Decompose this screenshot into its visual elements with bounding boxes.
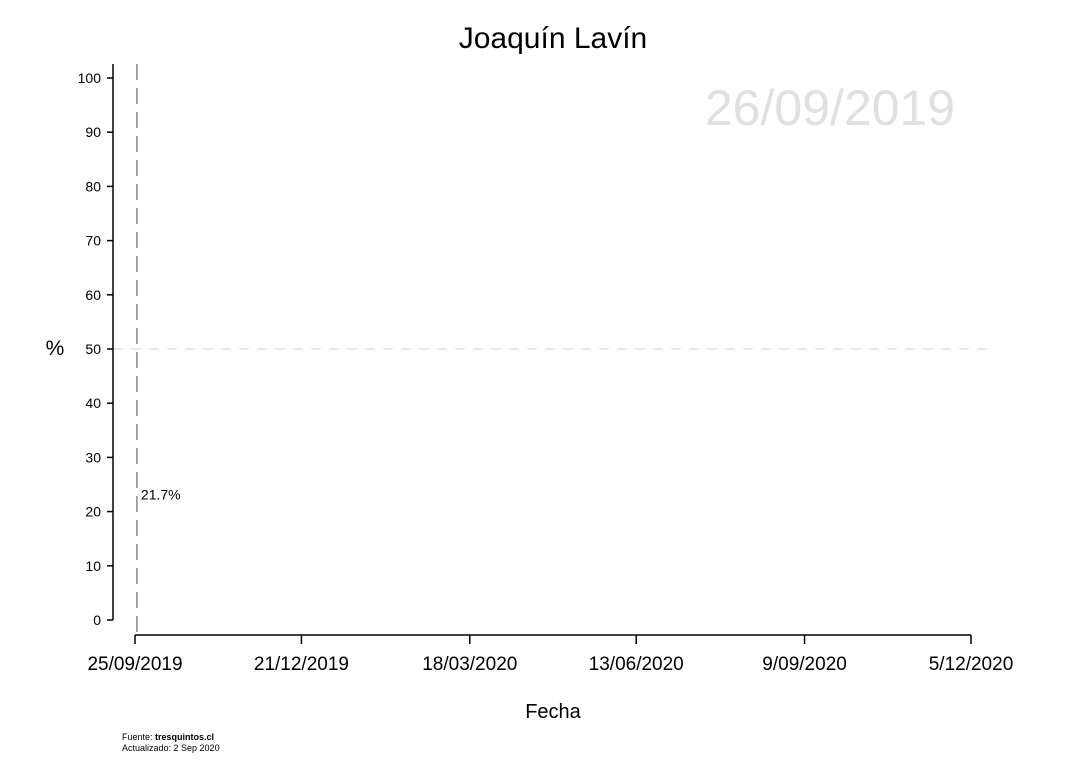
y-tick-label: 30: [85, 449, 101, 465]
x-axis: 25/09/2019 21/12/2019 18/03/2020 13/06/2020…: [87, 634, 1014, 675]
y-tick-label: 60: [85, 287, 101, 303]
updated-note: Actualizado: 2 Sep 2020: [122, 743, 220, 753]
chart-title: Joaquín Lavín: [459, 22, 647, 55]
watermark-date: 26/09/2019: [705, 80, 955, 136]
y-tick-label: 100: [78, 70, 102, 86]
y-tick-label: 70: [85, 233, 101, 249]
y-axis-label: %: [46, 337, 65, 360]
data-points: 21.7%: [141, 486, 181, 502]
source-site[interactable]: tresquintos.cl: [155, 732, 214, 742]
y-tick-label: 40: [85, 395, 101, 411]
data-point-label: 21.7%: [141, 486, 181, 502]
y-tick-label: 20: [85, 504, 101, 520]
x-tick-label: 5/12/2020: [929, 654, 1014, 675]
x-axis-label: Fecha: [525, 701, 581, 723]
y-tick-label: 50: [85, 341, 101, 357]
y-axis: 0 10 20 30 40 50 60 70 80 90 100: [78, 64, 114, 628]
y-tick-label: 0: [93, 612, 101, 628]
y-tick-label: 10: [85, 558, 101, 574]
y-tick-label: 80: [85, 178, 101, 194]
x-tick-label: 9/09/2020: [762, 654, 847, 675]
x-tick-label: 18/03/2020: [422, 654, 517, 675]
y-tick-label: 90: [85, 124, 101, 140]
x-tick-label: 21/12/2019: [254, 654, 349, 675]
source-note: Fuente: tresquintos.cl: [122, 732, 214, 742]
x-tick-label: 13/06/2020: [589, 654, 684, 675]
source-prefix: Fuente:: [122, 732, 155, 742]
x-tick-label: 25/09/2019: [87, 654, 182, 675]
